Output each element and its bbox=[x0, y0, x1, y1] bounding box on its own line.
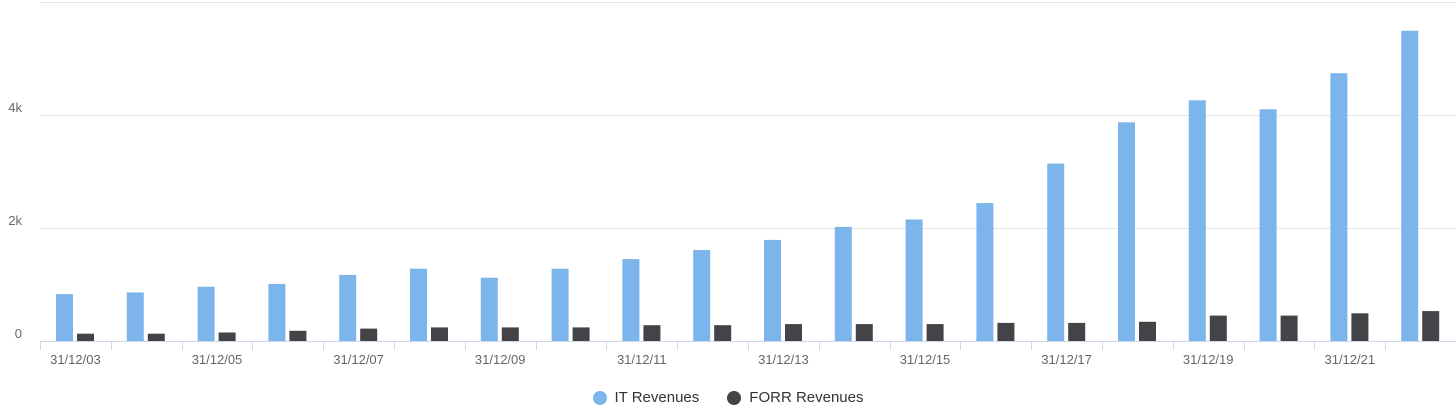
bar-it[interactable] bbox=[693, 250, 711, 341]
bar-it[interactable] bbox=[1259, 109, 1277, 341]
legend-item-forr-revenues[interactable]: FORR Revenues bbox=[727, 389, 864, 406]
x-tick-label: 31/12/09 bbox=[475, 352, 526, 367]
bar-it[interactable] bbox=[1330, 73, 1348, 341]
legend-label-it: IT Revenues bbox=[614, 389, 700, 406]
bar-it[interactable] bbox=[551, 268, 569, 341]
bar-it[interactable] bbox=[834, 226, 852, 341]
bar-forr[interactable] bbox=[218, 332, 236, 342]
bar-it[interactable] bbox=[480, 277, 498, 341]
bar-forr[interactable] bbox=[785, 324, 802, 341]
bar-forr[interactable] bbox=[289, 330, 307, 341]
revenue-bar-chart: 31/12/03 31/12/05 31/12/07 31/12/09 31/12/11… bbox=[8, 2, 1456, 367]
bar-it[interactable] bbox=[905, 219, 923, 342]
bar-it[interactable] bbox=[126, 292, 144, 341]
legend: IT Revenues FORR Revenues bbox=[0, 389, 1456, 406]
x-tick-label: 31/12/13 bbox=[758, 352, 809, 367]
bar-forr[interactable] bbox=[1139, 321, 1156, 341]
bar-forr[interactable] bbox=[360, 328, 378, 341]
bar-forr[interactable] bbox=[643, 325, 661, 341]
bar-it[interactable] bbox=[1047, 163, 1065, 341]
bar-it[interactable] bbox=[1188, 100, 1206, 341]
bar-forr[interactable] bbox=[1422, 311, 1440, 341]
gridlines bbox=[40, 2, 1456, 229]
bar-forr[interactable] bbox=[1351, 313, 1369, 341]
y-tick-label: 0 bbox=[15, 326, 22, 341]
bar-it[interactable] bbox=[1118, 122, 1135, 341]
x-tick-label: 31/12/21 bbox=[1324, 352, 1375, 367]
bar-forr[interactable] bbox=[926, 324, 944, 341]
x-tick-label: 31/12/17 bbox=[1041, 352, 1092, 367]
bar-forr[interactable] bbox=[431, 327, 448, 341]
x-tick-label: 31/12/03 bbox=[50, 352, 101, 367]
bars bbox=[56, 30, 1440, 342]
legend-label-forr: FORR Revenues bbox=[749, 389, 864, 406]
y-tick-label: 4k bbox=[8, 100, 22, 115]
bar-it[interactable] bbox=[410, 268, 427, 341]
bar-forr[interactable] bbox=[1068, 322, 1086, 341]
legend-marker-it bbox=[592, 390, 607, 405]
x-tick-label: 31/12/15 bbox=[900, 352, 951, 367]
bar-forr[interactable] bbox=[1209, 315, 1227, 341]
bar-forr[interactable] bbox=[572, 327, 590, 341]
bar-it[interactable] bbox=[764, 239, 781, 341]
bar-it[interactable] bbox=[339, 274, 357, 341]
x-axis-ticks: 31/12/03 31/12/05 31/12/07 31/12/09 31/12/11… bbox=[40, 342, 1386, 367]
y-tick-label: 2k bbox=[8, 213, 22, 228]
legend-item-it-revenues[interactable]: IT Revenues bbox=[592, 389, 700, 406]
bar-forr[interactable] bbox=[997, 322, 1015, 341]
bar-it[interactable] bbox=[1401, 30, 1419, 342]
bar-it[interactable] bbox=[622, 259, 640, 341]
bar-it[interactable] bbox=[268, 283, 286, 341]
bar-it[interactable] bbox=[976, 203, 994, 341]
bar-forr[interactable] bbox=[147, 333, 165, 341]
bar-forr[interactable] bbox=[1280, 315, 1298, 341]
x-tick-label: 31/12/05 bbox=[192, 352, 243, 367]
x-tick-label: 31/12/11 bbox=[617, 352, 667, 367]
bar-it[interactable] bbox=[56, 294, 73, 341]
x-tick-label: 31/12/07 bbox=[333, 352, 384, 367]
x-tick-label: 31/12/19 bbox=[1183, 352, 1234, 367]
bar-it[interactable] bbox=[197, 286, 215, 341]
y-axis-labels: 0 2k 4k bbox=[8, 100, 22, 341]
bar-forr[interactable] bbox=[501, 327, 519, 341]
bar-forr[interactable] bbox=[855, 324, 873, 341]
bar-forr[interactable] bbox=[714, 325, 732, 341]
legend-marker-forr bbox=[727, 390, 742, 405]
bar-forr[interactable] bbox=[77, 333, 94, 341]
